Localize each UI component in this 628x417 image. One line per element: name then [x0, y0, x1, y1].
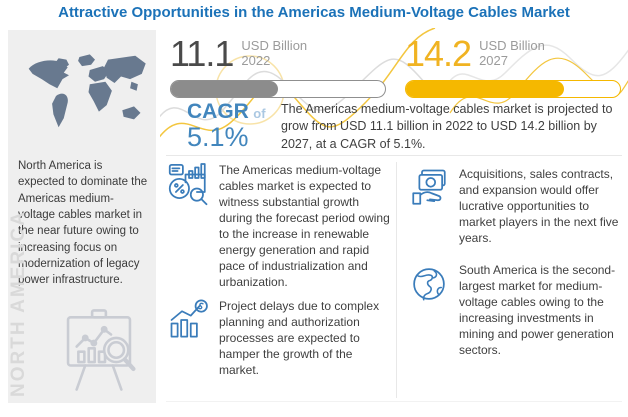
growth-bars-coin-icon — [168, 299, 210, 341]
year-2022: 2022 — [241, 52, 271, 68]
globe-icon — [408, 263, 450, 305]
progress-fill-2022 — [171, 81, 278, 97]
market-size-2027: 14.2 USD Billion 2027 — [405, 36, 621, 98]
region-label: NORTH AMERICA — [8, 210, 29, 397]
opportunity-bullet: Acquisitions, sales contracts, and expan… — [408, 167, 626, 247]
chart-presentation-magnifier-icon — [66, 309, 136, 391]
driver-bullet: The Americas medium-voltage cables marke… — [168, 163, 390, 291]
bottom-divider — [166, 401, 622, 402]
market-analysis-icon — [168, 163, 210, 207]
progress-bar-2027 — [405, 80, 621, 98]
restraint-bullet: Project delays due to complex planning a… — [168, 299, 394, 379]
progress-bar-2022 — [170, 80, 386, 98]
value-2027: 14.2 — [405, 33, 472, 74]
page-title: Attractive Opportunities in the Americas… — [58, 4, 570, 21]
unit-2022: USD Billion — [241, 38, 308, 53]
bullet-text: South America is the second-largest mark… — [459, 263, 616, 357]
vertical-divider — [396, 162, 397, 398]
region-description: North America is expected to dominate th… — [18, 160, 148, 287]
cagr-value: 5.1% — [187, 122, 249, 153]
year-2027: 2027 — [479, 52, 508, 68]
world-map-icon — [28, 54, 146, 128]
bullet-text: Acquisitions, sales contracts, and expan… — [459, 167, 619, 245]
south-america-bullet: South America is the second-largest mark… — [408, 263, 626, 359]
unit-2027: USD Billion — [479, 38, 545, 53]
cagr-block: CAGR of 5.1% — [187, 100, 282, 153]
cagr-label: CAGR — [187, 100, 249, 123]
value-2022: 11.1 — [170, 33, 234, 74]
bullet-text: The Americas medium-voltage cables marke… — [219, 163, 390, 289]
market-summary: The Americas medium-voltage cables marke… — [281, 102, 613, 151]
region-panel: North America is expected to dominate th… — [8, 30, 156, 403]
market-size-2022: 11.1 USD Billion 2022 — [170, 36, 386, 98]
cagr-of: of — [253, 106, 266, 121]
progress-fill-2027 — [406, 81, 565, 97]
bullet-text: Project delays due to complex planning a… — [219, 299, 380, 377]
money-hand-icon — [408, 167, 450, 209]
horizontal-divider — [166, 155, 622, 156]
